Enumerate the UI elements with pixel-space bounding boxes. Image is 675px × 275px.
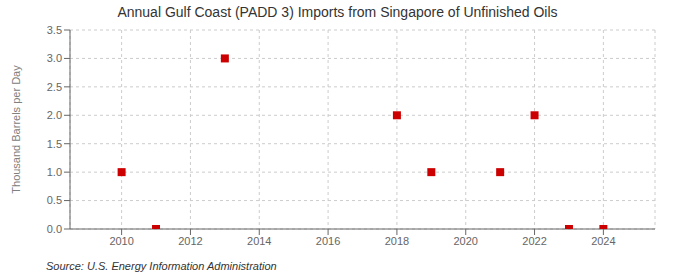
svg-text:1.0: 1.0	[47, 166, 62, 178]
svg-text:2018: 2018	[385, 235, 409, 247]
svg-text:2020: 2020	[453, 235, 477, 247]
svg-text:2024: 2024	[591, 235, 615, 247]
svg-text:2014: 2014	[247, 235, 271, 247]
svg-text:2010: 2010	[109, 235, 133, 247]
svg-text:2012: 2012	[178, 235, 202, 247]
html-text:Annual Gulf Coast (PADD 3) Imp: Annual Gulf Coast (PADD 3) Imports from …	[117, 4, 558, 20]
svg-text:3.0: 3.0	[47, 52, 62, 64]
svg-text:2022: 2022	[522, 235, 546, 247]
svg-text:0.0: 0.0	[47, 223, 62, 235]
svg-text:Thousand Barrels per Day: Thousand Barrels per Day	[10, 65, 22, 194]
svg-text:2016: 2016	[316, 235, 340, 247]
svg-text:2.5: 2.5	[47, 81, 62, 93]
svg-text:0.5: 0.5	[47, 194, 62, 206]
svg-text:2.0: 2.0	[47, 109, 62, 121]
svg-text:3.5: 3.5	[47, 24, 62, 36]
svg-text:1.5: 1.5	[47, 138, 62, 150]
html-text:Source: U.S. Energy Informatio: Source: U.S. Energy Information Administ…	[46, 260, 277, 272]
